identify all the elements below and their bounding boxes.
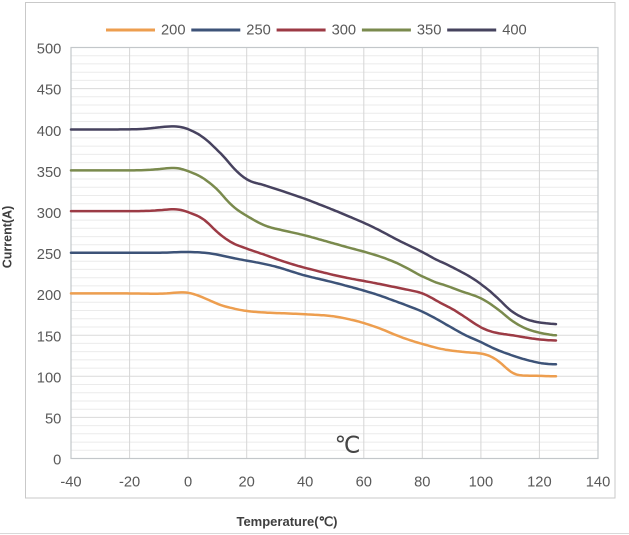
svg-text:-40: -40 [60, 475, 81, 491]
svg-text:250: 250 [37, 247, 62, 263]
svg-text:0: 0 [184, 475, 192, 491]
svg-text:300: 300 [37, 206, 62, 222]
svg-text:℃: ℃ [335, 432, 361, 458]
svg-text:500: 500 [37, 42, 62, 58]
svg-text:80: 80 [414, 475, 430, 491]
svg-text:40: 40 [297, 475, 313, 491]
svg-text:450: 450 [37, 83, 62, 99]
svg-text:20: 20 [239, 475, 255, 491]
svg-text:100: 100 [37, 370, 62, 386]
svg-text:140: 140 [586, 475, 611, 491]
svg-text:250: 250 [246, 22, 271, 38]
svg-text:60: 60 [356, 475, 372, 491]
svg-text:350: 350 [417, 22, 442, 38]
svg-text:-20: -20 [119, 475, 140, 491]
svg-text:100: 100 [469, 475, 494, 491]
svg-text:Temperature(℃): Temperature(℃) [236, 514, 337, 529]
svg-text:Current(A): Current(A) [1, 206, 15, 269]
svg-text:200: 200 [161, 22, 186, 38]
svg-text:120: 120 [527, 475, 552, 491]
svg-text:200: 200 [37, 288, 62, 304]
svg-text:400: 400 [37, 124, 62, 140]
svg-text:350: 350 [37, 165, 62, 181]
svg-text:50: 50 [45, 412, 61, 428]
svg-text:300: 300 [332, 22, 357, 38]
svg-text:150: 150 [37, 329, 62, 345]
svg-text:400: 400 [502, 22, 527, 38]
svg-text:0: 0 [53, 453, 61, 469]
